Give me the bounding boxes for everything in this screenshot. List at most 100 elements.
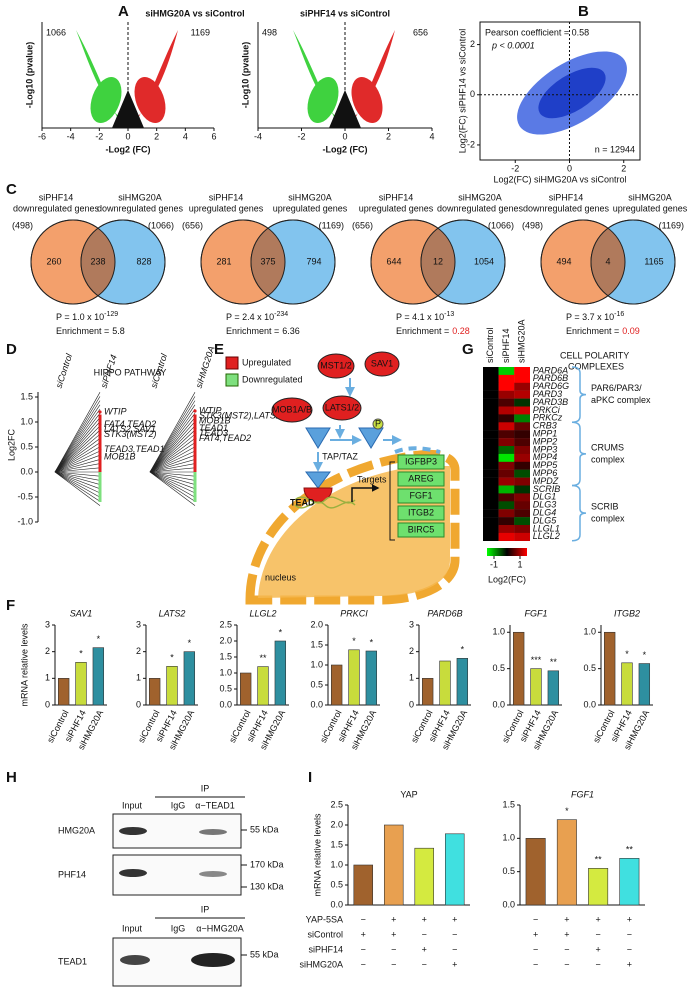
condition-sign: − bbox=[422, 959, 427, 969]
chart-title: ITGB2 bbox=[614, 608, 640, 618]
panel-label: A bbox=[118, 3, 129, 20]
legend-swatch bbox=[225, 356, 239, 370]
fan-line bbox=[149, 442, 196, 473]
heatmap-cell bbox=[514, 422, 530, 431]
y-tick-label: 2 bbox=[470, 39, 475, 49]
enrichment-value: 0.28 bbox=[452, 326, 470, 336]
protein-label: TEAD1 bbox=[58, 956, 87, 966]
p-value: P = 3.7 x 10-16 bbox=[566, 311, 624, 323]
fan-line bbox=[54, 392, 101, 473]
condition-sign: + bbox=[452, 914, 457, 924]
condition-sign: − bbox=[533, 959, 538, 969]
heatmap-cell bbox=[483, 374, 499, 383]
y-tick-label: 2.5 bbox=[330, 799, 343, 809]
significance: * bbox=[370, 637, 374, 647]
band bbox=[199, 829, 227, 835]
venn-count: 1165 bbox=[644, 256, 663, 266]
y-tick-label: 3 bbox=[136, 619, 141, 629]
gene-point bbox=[193, 409, 197, 413]
y-axis-label: -Log10 (pvalue) bbox=[240, 42, 250, 109]
gene-label: LATS2,SAV1 bbox=[104, 424, 156, 434]
heatmap-cell bbox=[514, 509, 530, 518]
bar bbox=[365, 650, 378, 706]
gene-label: FAT4,TEAD2 bbox=[199, 433, 251, 443]
lane-label: Input bbox=[122, 923, 143, 933]
heatmap-cell bbox=[498, 461, 515, 470]
heatmap-cell bbox=[483, 382, 499, 391]
fan-line bbox=[54, 471, 101, 506]
significance: * bbox=[79, 649, 83, 659]
condition-sign: + bbox=[452, 959, 457, 969]
fan-line bbox=[149, 467, 196, 473]
volcano-down bbox=[76, 30, 124, 128]
gene-label: PARD3B bbox=[533, 397, 568, 407]
venn-outline bbox=[200, 219, 286, 305]
fan-line bbox=[149, 417, 196, 473]
enrichment: Enrichment = 5.8 bbox=[56, 326, 125, 336]
venn-title: siHMG20A bbox=[458, 192, 502, 202]
gene-label: CRB3 bbox=[533, 421, 557, 431]
y-tick-label: 1.0 bbox=[492, 627, 505, 637]
brace bbox=[571, 484, 587, 542]
condition-sign: − bbox=[452, 944, 457, 954]
condition-sign: + bbox=[564, 929, 569, 939]
p-text: P = 3.7 x 10 bbox=[566, 312, 614, 322]
y-tick-label: 1.0 bbox=[583, 627, 596, 637]
bar bbox=[92, 647, 105, 706]
heatmap-cell bbox=[514, 532, 530, 541]
x-tick-label: -2 bbox=[95, 131, 103, 141]
fan-line bbox=[149, 463, 196, 473]
fan-line bbox=[54, 454, 101, 473]
group-label: aPKC complex bbox=[591, 395, 651, 405]
heatmap-cell bbox=[483, 367, 499, 376]
bar bbox=[556, 819, 577, 906]
venn-outline bbox=[540, 219, 626, 305]
y-tick-label: 0.0 bbox=[492, 699, 505, 709]
y-tick-label: 0 bbox=[409, 699, 414, 709]
fan-line bbox=[149, 471, 196, 506]
y-tick-label: 0.5 bbox=[330, 879, 343, 889]
volcano-up bbox=[351, 76, 383, 124]
heatmap-cell bbox=[498, 374, 515, 383]
dna bbox=[294, 496, 356, 509]
heatmap-cell bbox=[498, 430, 515, 439]
fan-line bbox=[54, 450, 101, 473]
heatmap-cell bbox=[483, 430, 499, 439]
target-label: FGF1 bbox=[409, 490, 432, 500]
bar bbox=[75, 662, 87, 706]
lane-label: α−HMG20A bbox=[196, 923, 243, 933]
x-tick-label: 2 bbox=[386, 131, 391, 141]
significance: * bbox=[461, 645, 465, 655]
node bbox=[364, 351, 400, 377]
p-value: P = 4.1 x 10-13 bbox=[396, 311, 454, 323]
fan-line bbox=[149, 471, 196, 494]
venn-title: siHMG20A bbox=[288, 192, 332, 202]
y-tick-label: 0 bbox=[45, 699, 50, 709]
venn-overlap bbox=[591, 220, 625, 304]
gene-label: WTIP bbox=[104, 406, 127, 416]
bar bbox=[353, 864, 374, 906]
marker-label: 170 kDa bbox=[250, 859, 284, 869]
venn-outline bbox=[30, 219, 116, 305]
heatmap-cell bbox=[498, 414, 515, 423]
heatmap-cell bbox=[498, 493, 515, 502]
gene-label: MPP1 bbox=[533, 429, 558, 439]
fan-line bbox=[149, 421, 196, 473]
fan-line bbox=[54, 429, 101, 473]
plot-title: siPHF14 vs siControl bbox=[300, 8, 390, 18]
gene-point bbox=[98, 447, 102, 452]
condition-sign: + bbox=[361, 929, 366, 939]
node-label: nucleus bbox=[265, 572, 297, 582]
marker-label: 55 kDa bbox=[250, 949, 279, 959]
legend-bar bbox=[487, 548, 527, 556]
down-count: 1066 bbox=[46, 27, 66, 37]
heatmap-cell bbox=[483, 446, 499, 455]
venn-count: 260 bbox=[46, 256, 61, 266]
x-tick-label: 0 bbox=[567, 163, 572, 173]
heatmap-cell bbox=[514, 398, 530, 407]
x-tick-label: 0 bbox=[342, 131, 347, 141]
set-size: (1066) bbox=[488, 220, 514, 230]
title: HIPPO PATHWAY bbox=[94, 367, 167, 377]
bar bbox=[348, 649, 360, 706]
fan-line bbox=[54, 471, 101, 502]
